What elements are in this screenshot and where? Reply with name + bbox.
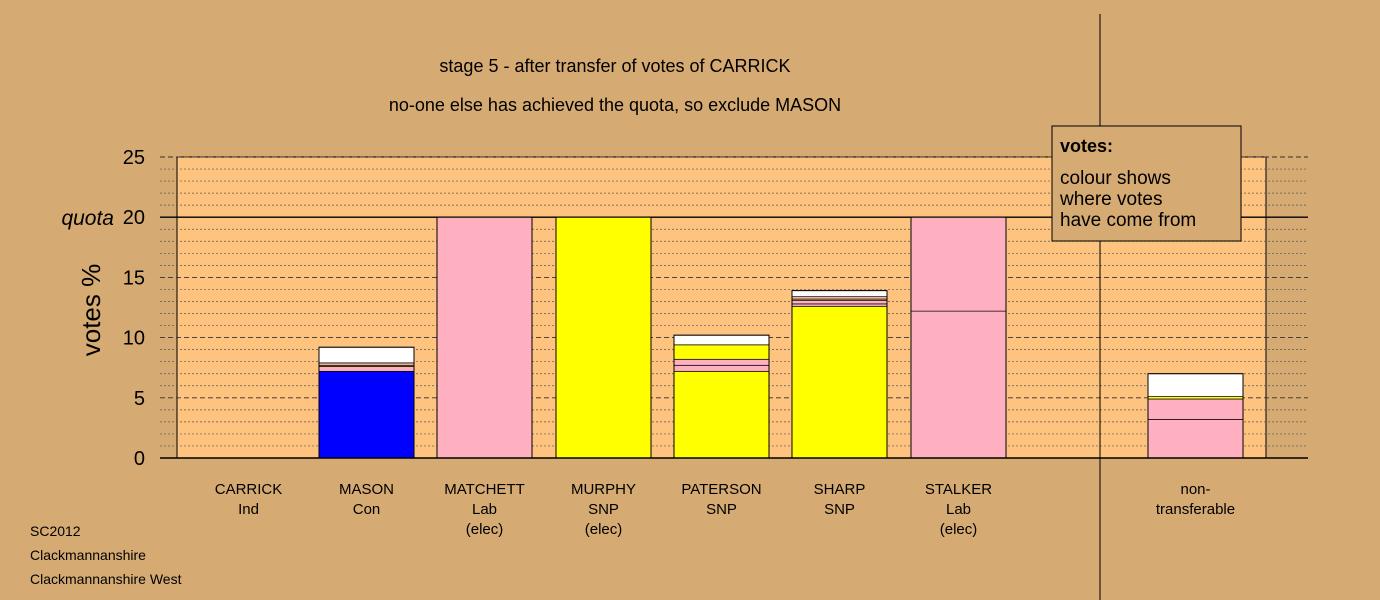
legend-line: colour shows: [1060, 168, 1171, 189]
legend-frame: [1051, 125, 1242, 242]
category-label-line: Ind: [238, 501, 259, 518]
category-label: non-transferable: [1156, 481, 1235, 518]
category-label-line: MURPHY: [571, 481, 636, 498]
category-label-line: SNP: [706, 501, 737, 518]
bar-segment: [791, 305, 888, 459]
bar-segment: [791, 299, 888, 305]
y-tick-label: 25: [123, 147, 145, 169]
bar-segment: [1147, 419, 1244, 459]
bar-segment: [791, 303, 888, 307]
bar-segment: [673, 334, 770, 346]
footer-election: SC2012: [30, 523, 81, 539]
category-label: MATCHETT Lab (elec): [444, 481, 525, 538]
category-label-line: Con: [353, 501, 381, 518]
category-label: MURPHY SNP (elec): [571, 481, 636, 538]
category-label-line: MASON: [339, 481, 394, 498]
category-label-line: SNP: [824, 501, 855, 518]
legend-line: have come from: [1060, 210, 1196, 231]
category-label-line: PATERSON: [681, 481, 761, 498]
y-tick-label: 10: [123, 328, 145, 350]
category-label: STALKER Lab (elec): [925, 481, 992, 538]
category-label: SHARP SNP: [814, 481, 866, 518]
bar-segment: [673, 364, 770, 372]
category-label-line: (elec): [466, 521, 504, 538]
bar-segment: [318, 362, 415, 366]
bar-segment: [910, 216, 1007, 312]
bar-segment: [791, 296, 888, 300]
bar-segment: [673, 358, 770, 366]
footer-ward: Clackmannanshire West: [30, 571, 182, 587]
category-label: CARRICK Ind: [215, 481, 283, 518]
bar-segment: [910, 310, 1007, 459]
category-label-line: MATCHETT: [444, 481, 525, 498]
bar-segment: [1147, 373, 1244, 397]
category-label-line: CARRICK: [215, 481, 283, 498]
y-tick-label: 20: [123, 207, 145, 229]
category-label-line: (elec): [585, 521, 623, 538]
chart-title: stage 5 - after transfer of votes of CAR…: [439, 56, 790, 76]
bar-segment: [1147, 398, 1244, 420]
bar-mason: [318, 346, 415, 459]
category-label-line: SNP: [588, 501, 619, 518]
legend-line: where votes: [1059, 189, 1162, 210]
category-label-line: STALKER: [925, 481, 992, 498]
y-tick-label: 15: [123, 267, 145, 289]
legend-box: votes: colour shows where votes have com…: [1051, 125, 1242, 242]
bar-segment: [791, 290, 888, 298]
y-tick-label: 5: [134, 388, 145, 410]
bar-segment: [436, 216, 533, 459]
category-label: MASON Con: [339, 481, 394, 518]
bar-segment: [318, 370, 415, 459]
category-label-line: non-: [1180, 481, 1210, 498]
bar-segment: [1147, 396, 1244, 400]
category-label-line: Lab: [472, 501, 497, 518]
chart-subtitle: no-one else has achieved the quota, so e…: [389, 95, 841, 115]
y-tick-labels: 0 5 10 15 20 25: [123, 147, 145, 470]
bar-paterson: [673, 334, 770, 459]
legend-heading: votes:: [1060, 136, 1113, 156]
bar-non: [1147, 373, 1244, 459]
quota-label: quota: [61, 207, 114, 230]
bar-segment: [555, 216, 652, 459]
bar-matchett: [436, 216, 533, 459]
bar-sharp: [791, 290, 888, 459]
y-axis-label: votes %: [76, 264, 106, 357]
bar-segment: [673, 370, 770, 459]
bar-segment: [318, 346, 415, 364]
bars: [318, 216, 1244, 459]
footer-council: Clackmannanshire: [30, 547, 146, 563]
category-label: PATERSON SNP: [681, 481, 761, 518]
category-label-line: transferable: [1156, 501, 1235, 518]
bar-stalker: [910, 216, 1007, 459]
bar-murphy: [555, 216, 652, 459]
category-label-line: (elec): [940, 521, 978, 538]
bar-segment: [318, 366, 415, 372]
bar-segment: [673, 344, 770, 360]
category-label-line: Lab: [946, 501, 971, 518]
category-label-line: SHARP: [814, 481, 866, 498]
y-tick-label: 0: [134, 448, 145, 470]
